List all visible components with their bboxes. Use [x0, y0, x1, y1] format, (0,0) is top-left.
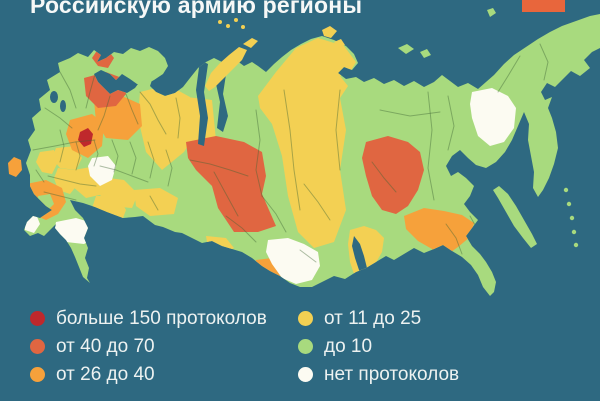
legend-item-orange26to40: от 26 до 40 — [30, 365, 267, 384]
island-franz-josef-3 — [234, 18, 238, 22]
region-amur — [404, 208, 474, 257]
region-krasnoyarsk — [258, 38, 356, 248]
region-moscow — [78, 128, 93, 147]
island-new-siberian-2 — [420, 49, 431, 58]
legend-dot-orange26to40 — [30, 367, 45, 382]
legend-dot-none — [298, 367, 313, 382]
legend-item-green10: до 10 — [298, 337, 459, 356]
region-caucasus-white — [54, 218, 98, 244]
legend-label-orange40to70: от 40 до 70 — [56, 336, 155, 357]
island-severnaya-zemlya-2 — [334, 39, 345, 48]
island-kuril-3 — [569, 215, 575, 221]
island-novaya-zemlya-north — [243, 38, 258, 48]
island-kuril-2 — [566, 201, 572, 207]
legend-label-green10: до 10 — [324, 336, 373, 357]
region-altai-tuva — [266, 238, 320, 284]
legend-label-orange26to40: от 26 до 40 — [56, 364, 155, 385]
legend-item-none: нет протоколов — [298, 365, 459, 384]
lake-baikal — [352, 236, 367, 278]
legend-item-yellow11to25: от 11 до 25 — [298, 309, 459, 328]
island-franz-josef-1 — [218, 20, 222, 24]
region-east-siberia — [362, 136, 424, 214]
top-right-color-block — [522, 0, 565, 12]
region-tambov-area — [88, 156, 116, 186]
region-west-yellow — [36, 150, 58, 174]
legend-dot-green10 — [298, 339, 313, 354]
legend-label-none: нет протоколов — [324, 364, 460, 385]
legend-column-right: от 11 до 25 до 10 нет протоколов — [298, 309, 459, 384]
region-orenburg-yellow — [134, 188, 178, 216]
page-title: Российскую армию регионы — [30, 0, 363, 18]
region-borders — [32, 43, 549, 263]
region-kaliningrad — [8, 157, 22, 177]
island-severnaya-zemlya-1 — [322, 26, 337, 38]
gulf-of-ob — [196, 60, 208, 146]
island-novaya-zemlya — [205, 47, 247, 91]
legend-dot-orange40to70 — [30, 339, 45, 354]
region-patches — [24, 38, 549, 284]
lake-ladoga — [50, 91, 58, 103]
island-franz-josef-4 — [241, 25, 245, 29]
region-chernozem-yellow-1 — [52, 146, 82, 170]
island-wrangel — [487, 8, 496, 17]
lake-onega — [60, 100, 66, 112]
legend-dot-yellow11to25 — [298, 311, 313, 326]
island-kuril-4 — [571, 229, 577, 235]
legend-label-red150: больше 150 протоколов — [56, 308, 267, 329]
island-sakhalin — [493, 186, 537, 248]
region-magadan — [470, 88, 516, 146]
island-new-siberian-1 — [398, 44, 414, 54]
legend-item-red150: больше 150 протоколов — [30, 309, 267, 328]
island-kuril-5 — [573, 242, 579, 248]
region-buryatia — [348, 226, 384, 280]
legend-label-yellow11to25: от 11 до 25 — [324, 308, 422, 329]
legend-dot-red150 — [30, 311, 45, 326]
region-ural-west-siberia — [186, 136, 276, 232]
legend-item-orange40to70: от 40 до 70 — [30, 337, 267, 356]
island-franz-josef-2 — [226, 24, 230, 28]
legend-column-left: больше 150 протоколов от 40 до 70 от 26 … — [30, 309, 267, 384]
islands — [8, 8, 579, 248]
island-kuril-1 — [563, 187, 569, 193]
